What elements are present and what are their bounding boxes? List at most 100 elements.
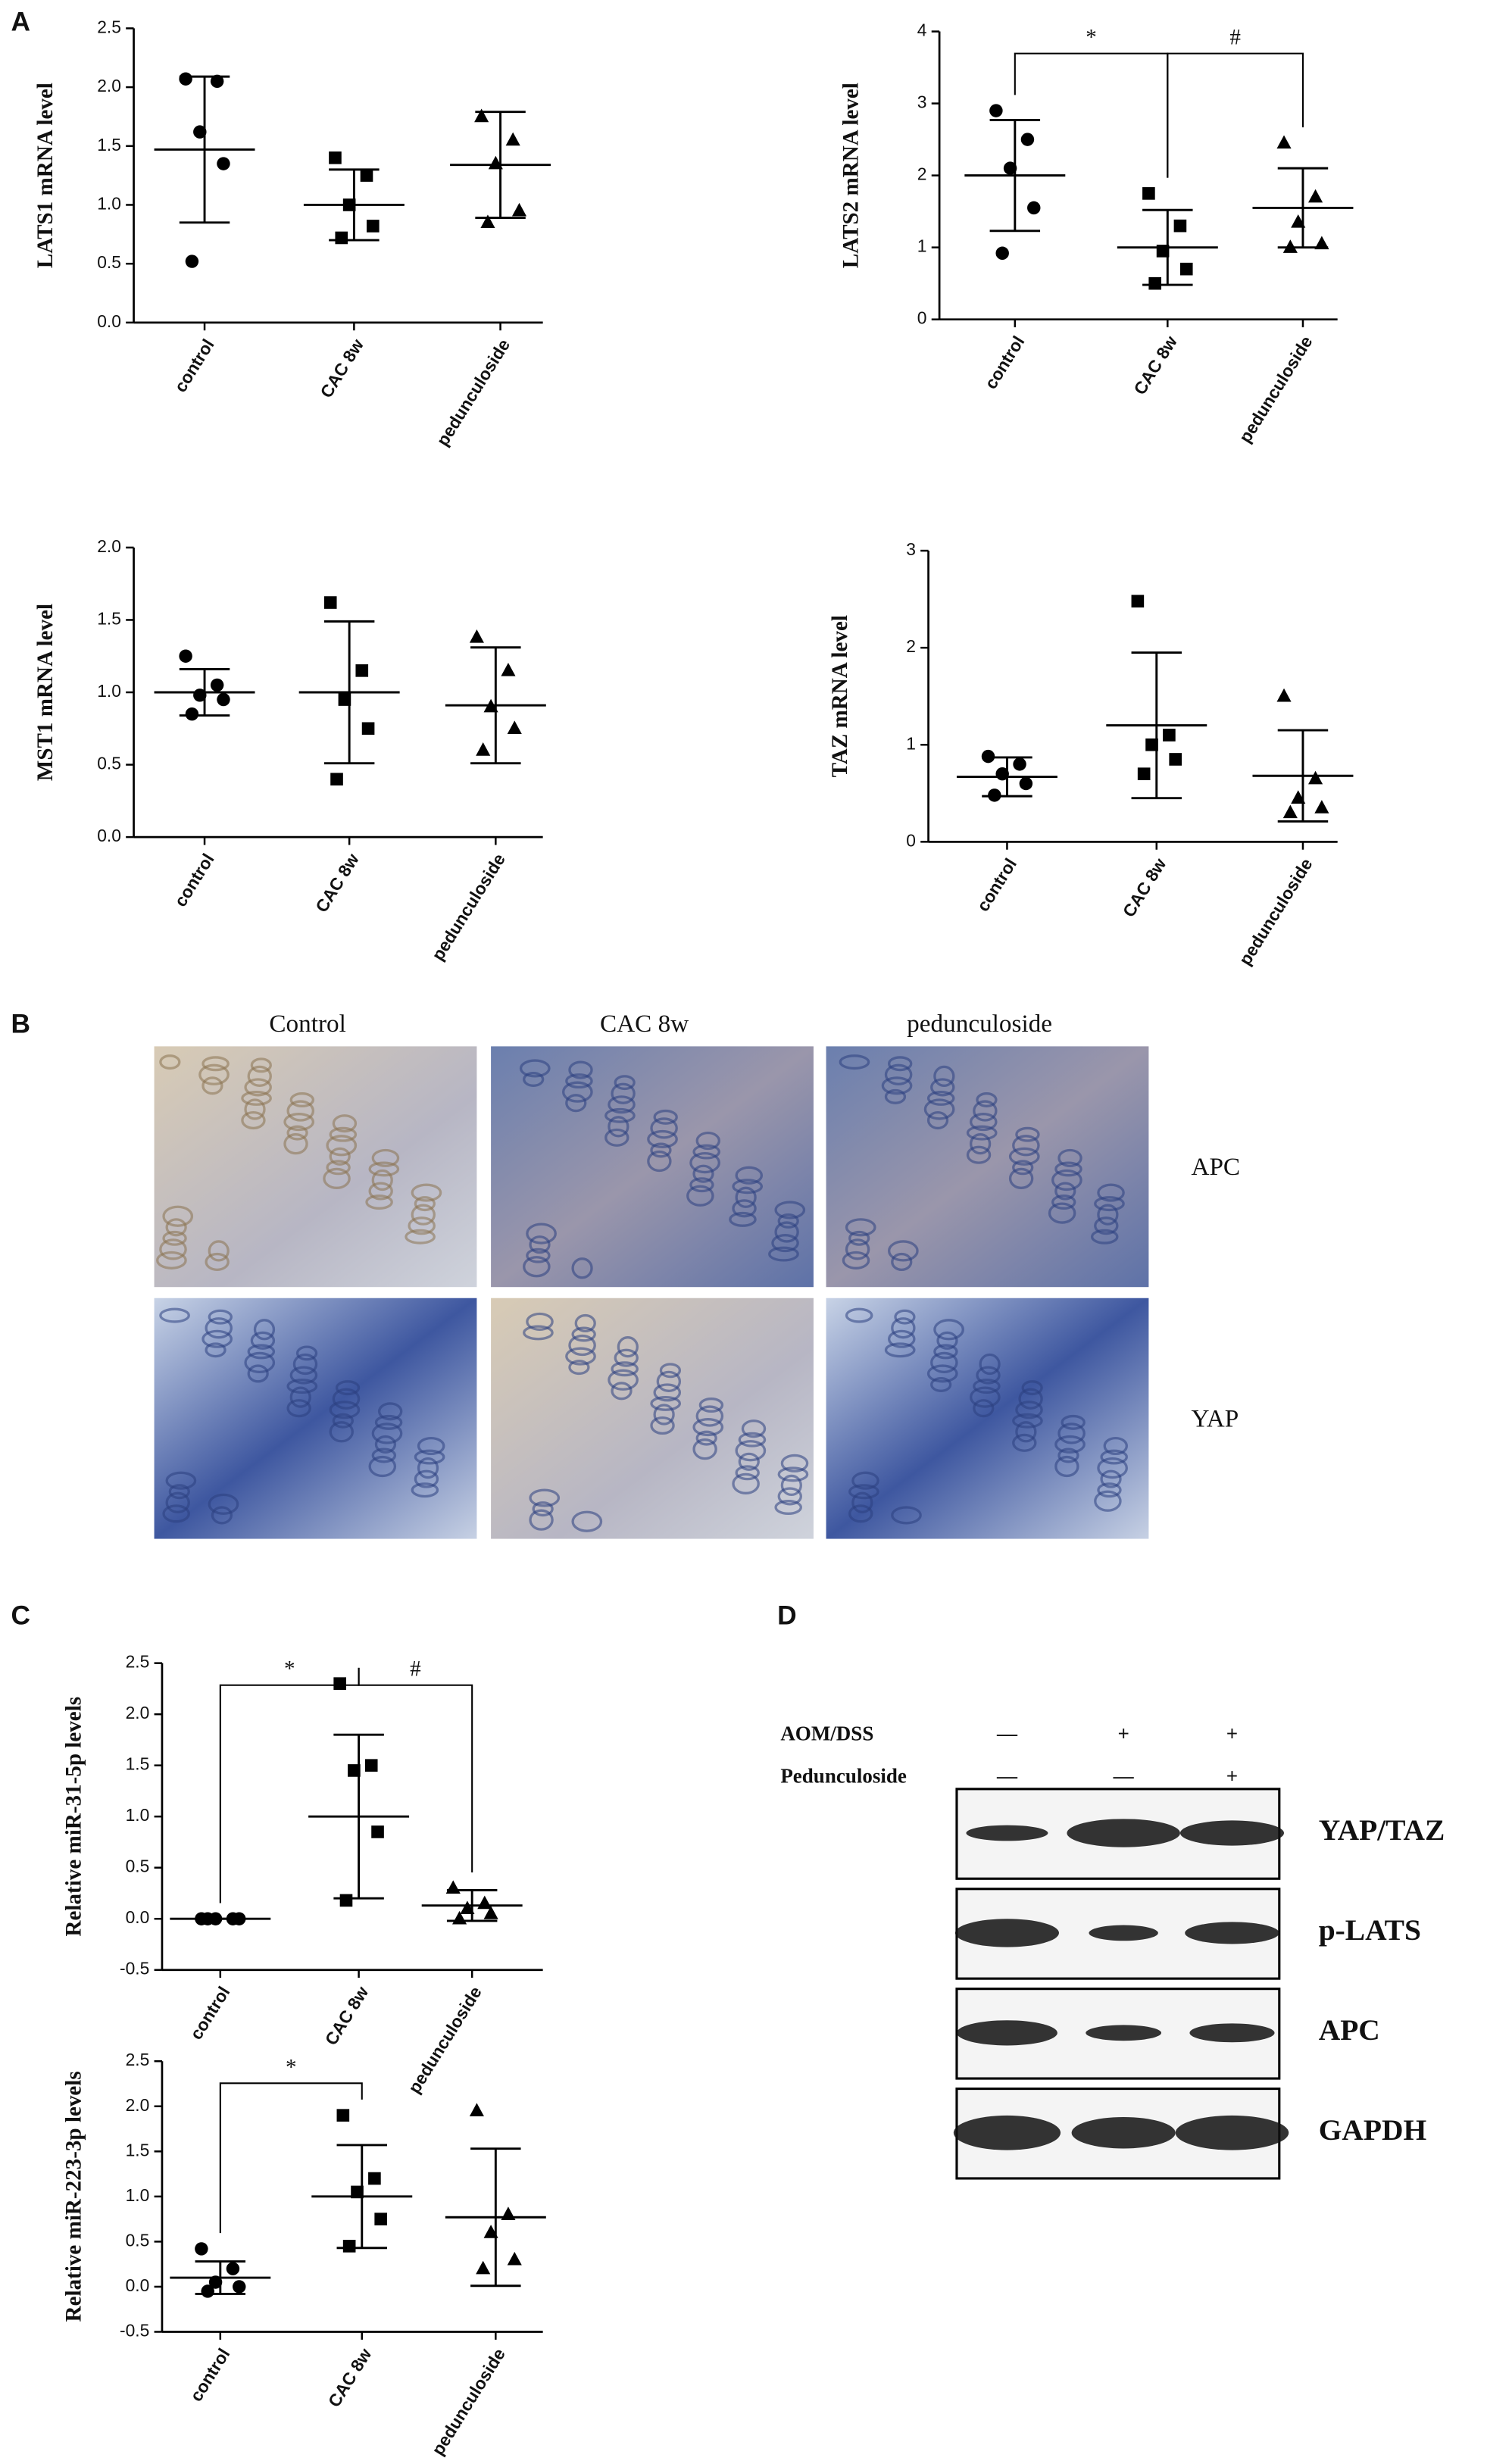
y-tick-label: 2.0: [126, 1703, 150, 1722]
data-point: [1173, 219, 1187, 233]
protein-label: GAPDH: [1319, 2113, 1427, 2147]
crypt: [1090, 1229, 1119, 1244]
crypt: [286, 1100, 315, 1122]
y-tick-label: 1.5: [126, 2140, 150, 2160]
crypt: [976, 1092, 998, 1107]
y-tick-label: 3: [906, 539, 916, 559]
crypt: [695, 1405, 724, 1427]
crypt: [774, 1221, 799, 1243]
y-tick-label: 2: [906, 636, 916, 656]
crypt: [732, 1472, 760, 1494]
data-point: [226, 2262, 240, 2275]
histology-image: [826, 1298, 1149, 1539]
error-bar: [323, 620, 375, 765]
crypt: [848, 1504, 873, 1523]
significance-bracket: [219, 1667, 360, 1903]
y-tick-label: 0.0: [126, 1907, 150, 1927]
crypt: [1015, 1421, 1037, 1443]
condition-sign: —: [1113, 1765, 1135, 1788]
crypt: [653, 1404, 675, 1426]
data-point: [507, 720, 522, 735]
crypt: [930, 1351, 958, 1374]
crypt: [283, 1133, 308, 1155]
y-tick-label: 2.5: [97, 17, 121, 36]
y-axis-label: LATS1 mRNA level: [33, 83, 58, 268]
crypt: [930, 1078, 955, 1097]
data-point: [1276, 135, 1292, 149]
x-tick-label: control: [186, 2344, 233, 2404]
blot-band: [956, 2020, 1057, 2046]
crypt: [532, 1501, 554, 1517]
x-tick-label: pedunculoside: [1235, 333, 1316, 446]
crypt: [159, 1054, 181, 1070]
y-tick-label: 1.5: [97, 135, 121, 155]
crypt: [1008, 1147, 1040, 1166]
error-bar: [195, 2260, 246, 2295]
crypt: [973, 1399, 995, 1418]
data-point: [217, 692, 230, 707]
crypt: [326, 1160, 351, 1176]
crypt: [295, 1345, 318, 1361]
crypt: [168, 1484, 190, 1500]
error-bar: [336, 2144, 388, 2250]
protein-label: APC: [1319, 2013, 1380, 2047]
y-tick-label: 0.5: [126, 1857, 150, 1876]
error-bar: [333, 1733, 384, 1900]
crypt: [608, 1095, 636, 1114]
crypt: [1094, 1490, 1122, 1512]
crypt: [411, 1183, 442, 1202]
crypt: [1057, 1148, 1082, 1167]
crypt: [647, 1129, 678, 1148]
error-bar: [1277, 167, 1329, 249]
crypt: [614, 1348, 639, 1367]
data-point: [339, 1894, 353, 1907]
crypt: [689, 1151, 720, 1174]
crypt: [1012, 1135, 1040, 1157]
crypt: [201, 1329, 233, 1348]
data-point: [476, 742, 491, 756]
crypt: [208, 1240, 230, 1262]
significance-bracket: [1167, 52, 1304, 178]
crypt: [329, 1421, 354, 1443]
y-axis-label: Relative miR-31-5p levels: [61, 1697, 86, 1937]
data-point: [1148, 276, 1162, 290]
crypt: [326, 1135, 358, 1157]
crypt: [368, 1161, 400, 1177]
x-tick-label: pedunculoside: [433, 336, 514, 449]
data-point: [445, 1880, 461, 1894]
y-tick-label: 0.5: [97, 252, 121, 272]
crypt: [1051, 1169, 1082, 1191]
panel-letter: A: [11, 8, 31, 37]
crypt: [851, 1471, 879, 1490]
crypt: [529, 1235, 551, 1254]
crypt: [156, 1251, 187, 1269]
crypt: [891, 1317, 916, 1339]
blot-band: [1185, 1922, 1279, 1944]
data-point: [217, 157, 230, 170]
crypt: [208, 1309, 233, 1325]
x-tick-label: CAC 8w: [1129, 332, 1181, 398]
crypt: [768, 1246, 799, 1262]
crypt: [1048, 1202, 1076, 1224]
crypt: [332, 1114, 358, 1133]
crypt: [887, 1056, 913, 1072]
data-point: [179, 649, 192, 663]
crypt: [686, 1185, 714, 1207]
y-tick-label: 2.5: [126, 1652, 150, 1672]
crypt: [198, 1063, 230, 1085]
crypt: [1097, 1204, 1119, 1226]
x-tick-label: pedunculoside: [428, 2344, 509, 2458]
crypt: [926, 1090, 955, 1106]
data-point: [1282, 239, 1298, 253]
data-point: [507, 2251, 522, 2266]
crypt: [253, 1319, 276, 1341]
crypt: [1097, 1183, 1125, 1202]
crypt: [650, 1142, 672, 1158]
data-point: [1308, 770, 1323, 785]
y-tick-label: 0: [906, 830, 916, 850]
crypt: [973, 1379, 1001, 1394]
error-bar: [179, 75, 230, 224]
data-point: [1314, 236, 1329, 250]
crypt: [1054, 1161, 1082, 1177]
crypt: [738, 1432, 767, 1447]
